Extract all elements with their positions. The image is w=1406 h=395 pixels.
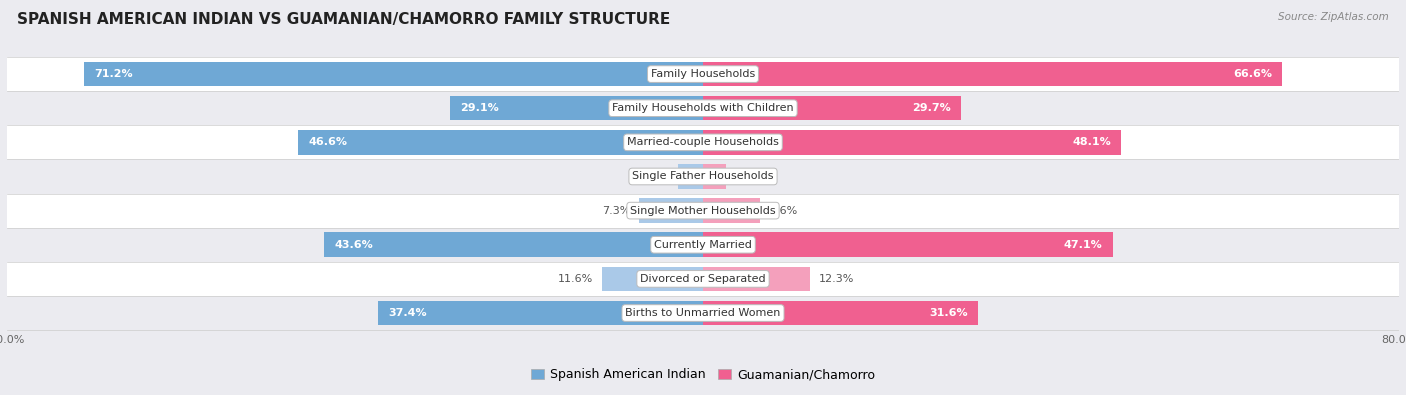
Bar [703,164,725,189]
Bar [83,62,703,87]
Text: 7.3%: 7.3% [602,206,631,216]
Bar [703,301,979,325]
Text: Source: ZipAtlas.com: Source: ZipAtlas.com [1278,12,1389,22]
Text: Currently Married: Currently Married [654,240,752,250]
Text: 46.6%: 46.6% [308,137,347,147]
Bar [0,91,1406,125]
Bar [678,164,703,189]
Bar [0,296,1406,330]
Bar [703,267,810,291]
Bar [0,125,1406,160]
Text: 66.6%: 66.6% [1233,69,1272,79]
Bar [0,160,1406,194]
Text: SPANISH AMERICAN INDIAN VS GUAMANIAN/CHAMORRO FAMILY STRUCTURE: SPANISH AMERICAN INDIAN VS GUAMANIAN/CHA… [17,12,671,27]
Text: Family Households with Children: Family Households with Children [612,103,794,113]
Bar [640,198,703,223]
Text: 43.6%: 43.6% [335,240,373,250]
Text: 37.4%: 37.4% [388,308,426,318]
Text: 29.7%: 29.7% [912,103,950,113]
Bar [703,130,1122,154]
Text: 2.6%: 2.6% [734,171,762,181]
Bar [703,233,1112,257]
Bar [703,198,761,223]
Bar [703,96,962,120]
Text: 6.6%: 6.6% [769,206,797,216]
Bar [323,233,703,257]
Text: Family Households: Family Households [651,69,755,79]
Legend: Spanish American Indian, Guamanian/Chamorro: Spanish American Indian, Guamanian/Chamo… [526,363,880,386]
Text: 31.6%: 31.6% [929,308,967,318]
Bar [703,62,1282,87]
Text: 48.1%: 48.1% [1073,137,1111,147]
Text: 2.9%: 2.9% [641,171,669,181]
Text: 11.6%: 11.6% [558,274,593,284]
Text: 71.2%: 71.2% [94,69,132,79]
Text: 29.1%: 29.1% [460,103,499,113]
Text: Births to Unmarried Women: Births to Unmarried Women [626,308,780,318]
Bar [0,262,1406,296]
Text: Single Father Households: Single Father Households [633,171,773,181]
Text: Single Mother Households: Single Mother Households [630,206,776,216]
Bar [298,130,703,154]
Text: Married-couple Households: Married-couple Households [627,137,779,147]
Bar [0,194,1406,228]
Text: Divorced or Separated: Divorced or Separated [640,274,766,284]
Bar [602,267,703,291]
Bar [0,57,1406,91]
Bar [378,301,703,325]
Bar [450,96,703,120]
Text: 47.1%: 47.1% [1063,240,1102,250]
Bar [0,228,1406,262]
Text: 12.3%: 12.3% [818,274,853,284]
